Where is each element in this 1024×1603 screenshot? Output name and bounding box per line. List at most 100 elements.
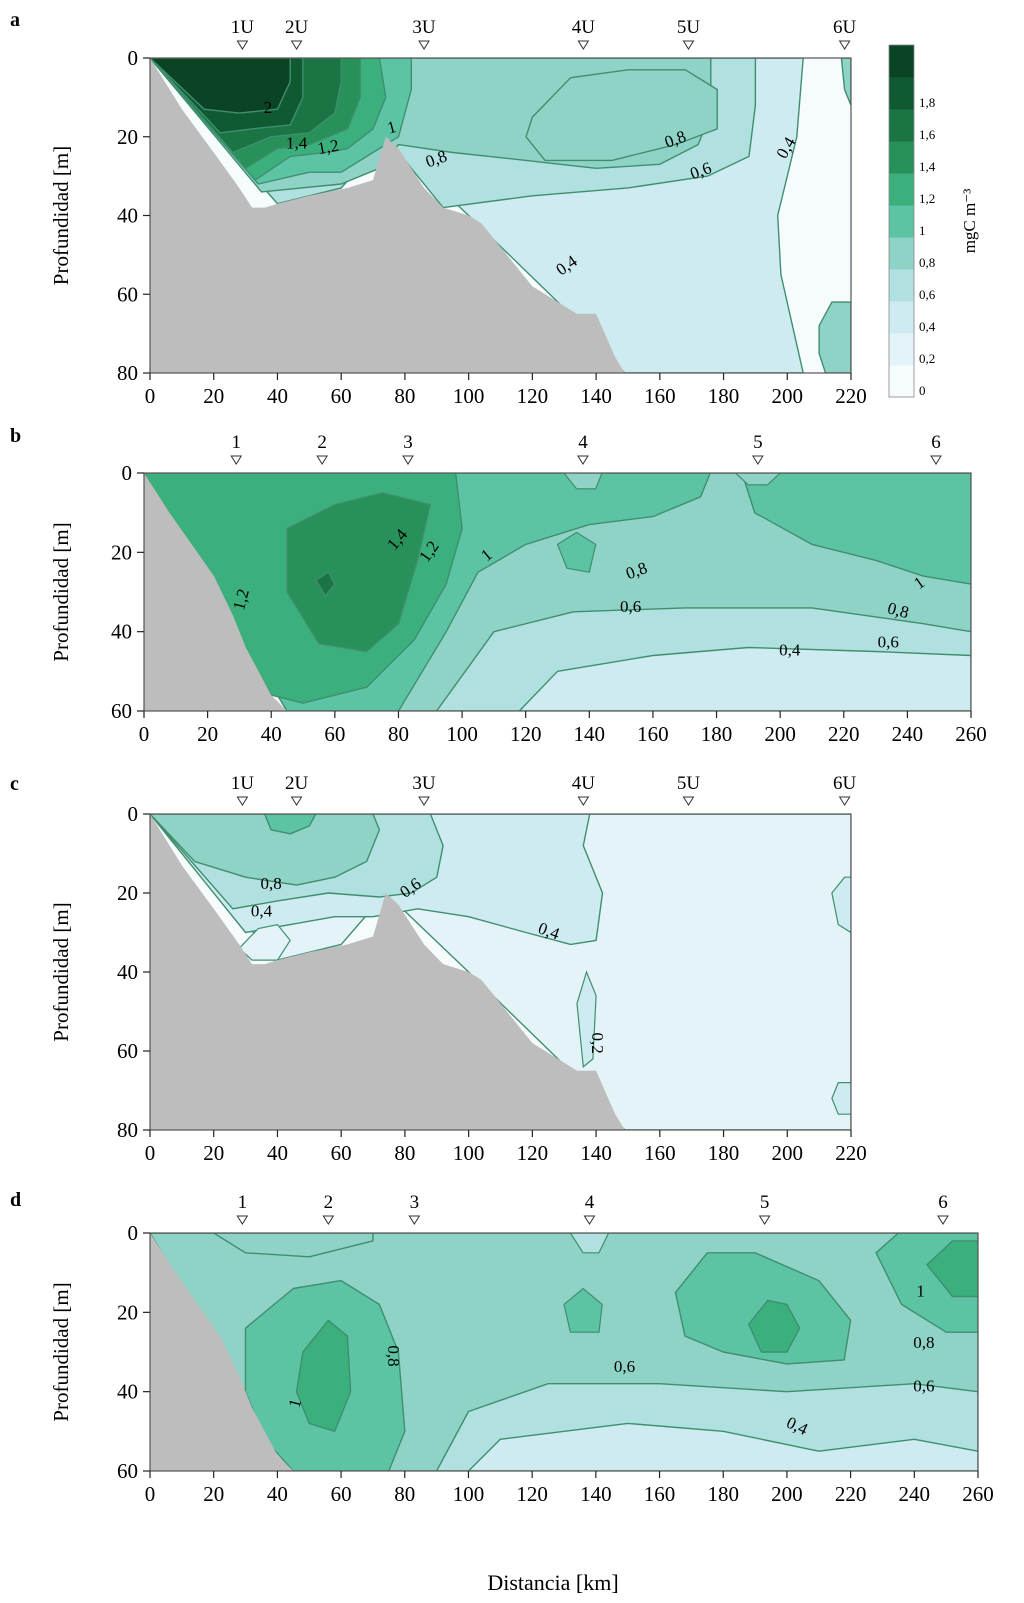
station-marker-icon (682, 40, 695, 50)
station-label: 3 (403, 432, 413, 453)
x-tick-label: 160 (637, 722, 669, 746)
contour-region (741, 473, 971, 585)
station-label: 5U (677, 17, 701, 38)
station-marker-icon (758, 1215, 771, 1225)
x-tick-label: 0 (139, 722, 150, 746)
x-tick-label: 0 (145, 384, 156, 408)
x-tick-label: 180 (708, 1141, 740, 1165)
x-tick-label: 80 (394, 1482, 415, 1506)
contour-label: 0,8 (913, 1333, 934, 1352)
colorbar-swatch (889, 333, 914, 366)
station-label: 3 (410, 1192, 420, 1213)
station-label: 6 (938, 1192, 948, 1213)
contour-region (748, 1299, 801, 1353)
x-tick-label: 240 (892, 722, 924, 746)
x-tick-label: 60 (331, 384, 352, 408)
panels-group: 21,4 1,210,80,80,60,40,40 20 40 60 80 100 120 14… (10, 9, 994, 1506)
colorbar-tick-label: 1 (919, 223, 926, 238)
contour-patch (563, 473, 603, 490)
contour-label: 1,4 (286, 134, 308, 153)
contour-patch (569, 1233, 610, 1254)
station-marker-icon (236, 1215, 249, 1225)
x-tick-label: 200 (772, 1141, 804, 1165)
x-tick-label: 80 (394, 384, 415, 408)
plot-area-d: 10,8 0,60,410,80,6 (150, 1233, 978, 1471)
station-label: 6U (833, 773, 857, 794)
x-tick-label: 0 (145, 1482, 156, 1506)
panel-c: 0,80,40,60,40,20 20 40 60 80 100 120 140 160 180 2… (10, 773, 867, 1165)
station-label: 2 (317, 432, 327, 453)
x-tick-label: 60 (331, 1141, 352, 1165)
contour-patch (831, 876, 851, 934)
contour-label: 0,8 (384, 1345, 403, 1366)
seabed-bathymetry (150, 58, 625, 373)
x-tick-label: 220 (835, 1482, 867, 1506)
colorbar-swatch (889, 173, 914, 206)
y-tick-label: 40 (117, 960, 138, 984)
x-tick-label: 20 (203, 384, 224, 408)
x-tick-label: 120 (516, 1482, 548, 1506)
contour-patch (831, 1082, 851, 1115)
y-axis-label: Profundidad [m] (49, 522, 73, 661)
station-marker-icon (402, 455, 414, 465)
x-tick-label: 160 (644, 384, 676, 408)
y-tick-label: 0 (122, 461, 133, 485)
y-tick-label: 40 (111, 620, 132, 644)
colorbar-tick-label: 0,8 (919, 255, 935, 270)
station-label: 5 (760, 1192, 770, 1213)
x-tick-label: 180 (707, 1482, 739, 1506)
plot-area-a: 21,4 1,210,80,80,60,40,4 (150, 58, 851, 373)
station-label: 4 (578, 432, 588, 453)
station-marker-icon (937, 1215, 949, 1225)
station-marker-icon (290, 40, 303, 50)
y-tick-label: 20 (117, 125, 138, 149)
contour-label: 0,2 (588, 1032, 607, 1053)
y-tick-label: 60 (111, 699, 132, 723)
x-tick-label: 80 (394, 1141, 415, 1165)
y-tick-label: 60 (117, 282, 138, 306)
contour-label: 0,6 (913, 1377, 934, 1396)
x-tick-label: 240 (899, 1482, 931, 1506)
x-tick-label: 180 (701, 722, 733, 746)
plot-area-b: 1,21,4 1,2 10,80,60,410,80,6 (144, 473, 971, 711)
colorbar-swatch (889, 141, 914, 174)
station-label: 2U (285, 773, 309, 794)
contour-region (525, 69, 718, 162)
station-label: 5U (677, 773, 701, 794)
colorbar-swatch (889, 237, 914, 270)
contour-region (818, 301, 851, 373)
panel-a: 21,4 1,210,80,80,60,40,40 20 40 60 80 100 120 14… (10, 9, 867, 408)
colorbar-swatch (889, 365, 914, 398)
station-marker-icon (322, 1215, 335, 1225)
colorbar-tick-label: 0 (919, 383, 926, 398)
y-tick-label: 60 (117, 1459, 138, 1483)
x-tick-label: 220 (828, 722, 860, 746)
plot-frame (143, 472, 972, 712)
y-tick-label: 60 (117, 1039, 138, 1063)
x-tick-label: 100 (453, 1141, 485, 1165)
colorbar-tick-label: 0,4 (919, 319, 936, 334)
contour-patch (556, 531, 597, 573)
contour-label: 0,4 (779, 640, 801, 659)
contour-label: 1 (916, 1281, 925, 1300)
station-label: 4U (572, 773, 596, 794)
y-tick-label: 0 (128, 802, 139, 826)
x-tick-label: 40 (267, 384, 288, 408)
station-marker-icon (418, 40, 430, 50)
colorbar-swatch (889, 45, 914, 78)
station-marker-icon (236, 796, 249, 806)
station-marker-icon (577, 796, 590, 806)
x-tick-label: 180 (708, 384, 740, 408)
station-label: 4 (585, 1192, 595, 1213)
colorbar-tick-label: 0,6 (919, 287, 936, 302)
colorbar-swatch (889, 109, 914, 142)
station-label: 1 (238, 1192, 248, 1213)
contour-patch (734, 473, 782, 486)
contour-patch (563, 1287, 603, 1333)
plot-frame (149, 1232, 979, 1472)
x-tick-label: 60 (331, 1482, 352, 1506)
contour-region (295, 1319, 352, 1432)
contour-label: 0,8 (260, 874, 281, 893)
colorbar-swatch (889, 269, 914, 302)
